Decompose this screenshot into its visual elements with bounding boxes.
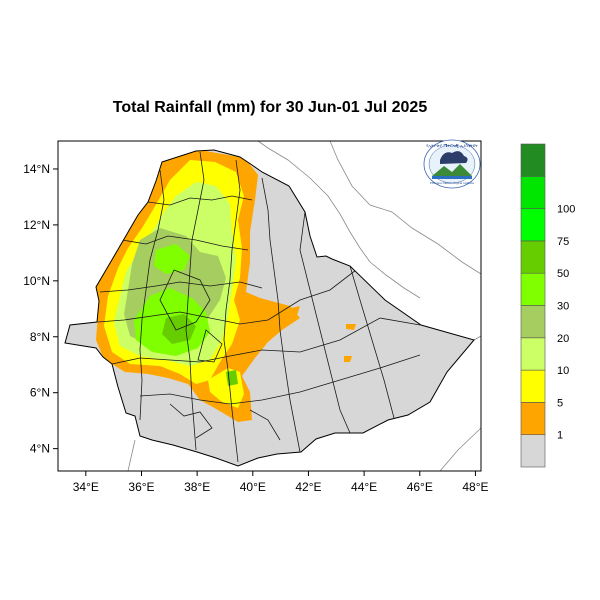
red-sea-coast-line: [329, 141, 481, 275]
legend-label: 30: [557, 301, 569, 313]
rain-band-orange-spot2: [346, 324, 356, 330]
y-tick-label: 10°N: [23, 274, 50, 288]
boundary-line: [185, 151, 205, 451]
x-tick-label: 38°E: [184, 480, 210, 494]
x-tick-label: 46°E: [407, 480, 433, 494]
x-tick-label: 40°E: [240, 480, 266, 494]
map-panel: [64, 141, 481, 471]
rain-band-medgreen-2: [226, 370, 238, 386]
somalia-border-line: [473, 335, 481, 341]
boundary-line: [223, 159, 241, 463]
boundary-line: [159, 269, 211, 331]
boundary-line: [121, 235, 249, 251]
rainfall-shading: [96, 150, 356, 422]
y-tick-label: 8°N: [30, 330, 50, 344]
eritrea-coast-line: [257, 141, 421, 299]
mountain-icon: [432, 164, 472, 176]
x-tick-label: 48°E: [462, 480, 488, 494]
boundary-line: [147, 195, 253, 206]
rain-band-orange-spot: [344, 356, 352, 362]
y-tick-label: 14°N: [23, 162, 50, 176]
admin-boundaries: [97, 151, 421, 463]
legend-label: 5: [557, 397, 563, 409]
logo-text-top: የኢትዮጵያ ሜትሮሎጂ ኢንስቲትዩት: [426, 143, 478, 148]
legend-swatch: [520, 176, 546, 209]
legend-swatch: [520, 272, 546, 306]
legend-label: 100: [557, 204, 575, 216]
legend-swatch: [520, 208, 546, 242]
legend-label: 75: [557, 236, 569, 248]
rain-band-brightgreen-north: [154, 244, 190, 274]
map-frame: [57, 140, 482, 472]
legend-swatch: [520, 434, 546, 468]
boundary-line: [111, 317, 421, 365]
legend-swatch: [520, 402, 546, 435]
legend-label: 1: [557, 430, 563, 442]
boundary-line: [261, 177, 301, 453]
boundary-line: [169, 403, 213, 439]
boundary-line: [139, 169, 165, 421]
legend-swatch: [520, 143, 546, 177]
boundary-line: [197, 329, 223, 363]
map-title: Total Rainfall (mm) for 30 Jun-01 Jul 20…: [113, 99, 428, 116]
y-tick-label: 4°N: [30, 442, 50, 456]
legend-swatch: [520, 240, 546, 274]
rain-band-orange-east: [262, 306, 300, 334]
x-tick-label: 42°E: [295, 480, 321, 494]
legend-swatch: [520, 305, 546, 339]
x-tick-label: 36°E: [128, 480, 154, 494]
cloud-icon: [440, 151, 468, 164]
x-axis: 34°E 36°E 38°E 40°E 42°E 44°E 46°E 48°E: [73, 471, 489, 494]
legend-label: 10: [557, 365, 569, 377]
legend-swatch: [520, 369, 546, 403]
west-border-line: [127, 439, 136, 471]
south-border-line: [439, 427, 481, 471]
boundary-line: [249, 409, 281, 441]
boundary-line: [99, 281, 263, 293]
y-tick-label: 12°N: [23, 218, 50, 232]
boundary-line: [299, 211, 351, 434]
legend-swatch: [520, 337, 546, 371]
logo-text-bottom: Ethiopian Meteorological Institute: [430, 181, 474, 185]
boundary-line: [349, 265, 395, 419]
legend-label: 50: [557, 268, 569, 280]
x-tick-label: 34°E: [73, 480, 99, 494]
y-axis: 14°N 12°N 10°N 8°N 6°N 4°N: [23, 162, 58, 456]
color-legend: 1 5 10 20 30 50 75 100: [520, 143, 575, 468]
legend-label: 20: [557, 333, 569, 345]
neighbor-borders: [127, 141, 481, 471]
y-tick-label: 6°N: [30, 386, 50, 400]
boundary-line: [139, 354, 421, 405]
x-tick-label: 44°E: [351, 480, 377, 494]
meteorology-institute-logo: የኢትዮጵያ ሜትሮሎጂ ኢንስቲትዩት Ethiopian Meteorolo…: [423, 139, 481, 189]
